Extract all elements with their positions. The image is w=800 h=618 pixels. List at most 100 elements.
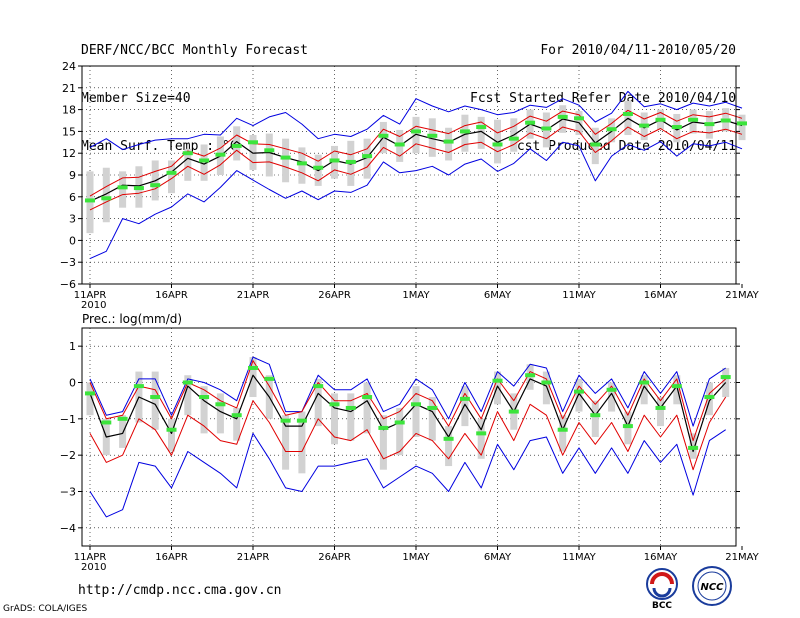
marker-point (117, 416, 128, 421)
spread-box (200, 144, 208, 181)
x-tick-label: 6MAY (484, 290, 512, 301)
spread-box (119, 415, 127, 448)
y-tick-label: 6 (69, 191, 76, 204)
marker-point (427, 133, 438, 138)
marker-point (492, 378, 503, 383)
spread-box (445, 426, 453, 467)
spread-box (347, 393, 355, 441)
marker-point (199, 395, 210, 400)
x-tick-label: 11MAY (562, 552, 596, 563)
marker-point (248, 365, 258, 370)
ncc-logo-text: NCC (700, 582, 724, 593)
spread-box (184, 375, 192, 416)
marker-point (150, 395, 161, 400)
spread-box (428, 397, 436, 441)
ensemble-mean-line (89, 374, 727, 453)
grads-credit: GrADS: COLA/IGES (3, 604, 88, 614)
spread-box (168, 160, 175, 194)
x-tick-label: 16APR (155, 552, 188, 563)
y-tick-label: 21 (62, 82, 76, 95)
y-tick-label: 9 (69, 169, 76, 182)
marker-point (590, 413, 601, 418)
y-tick-label: 1 (69, 340, 76, 353)
marker-point (166, 427, 177, 432)
footer-url[interactable]: http://cmdp.ncc.cma.gov.cn (78, 583, 282, 598)
inner-low-line (89, 396, 727, 471)
marker-point (85, 391, 95, 396)
x-tick-label: 21APR (237, 552, 270, 563)
marker-point (150, 183, 161, 188)
spread-box (494, 119, 501, 164)
x-year-label: 2010 (81, 562, 106, 573)
precip-panel-title: Prec.: log(mm/d) (82, 312, 182, 326)
marker-point (329, 402, 340, 407)
forecast-title: DERF/NCC/BCC Monthly Forecast (81, 43, 308, 58)
marker-point (117, 185, 128, 190)
spread-box (575, 378, 583, 412)
marker-point (133, 186, 144, 191)
marker-point (557, 427, 568, 432)
marker-point (459, 396, 470, 401)
marker-point (639, 380, 650, 385)
inner-low-line (89, 126, 743, 211)
marker-point (345, 405, 356, 410)
spread-box (184, 148, 192, 181)
marker-point (182, 151, 193, 156)
marker-point (427, 405, 438, 410)
marker-point (264, 148, 275, 153)
y-tick-label: −4 (60, 522, 76, 535)
spread-box (445, 127, 453, 161)
spread-box (200, 386, 208, 434)
y-tick-label: 12 (62, 147, 76, 160)
marker-point (199, 158, 210, 163)
marker-point (737, 121, 747, 126)
y-tick-label: −3 (60, 256, 76, 269)
marker-point (166, 170, 177, 175)
marker-point (362, 154, 373, 159)
ensemble-mean-line (89, 117, 743, 202)
marker-point (541, 380, 552, 385)
x-year-label: 2010 (81, 300, 106, 311)
y-tick-label: −2 (60, 449, 76, 462)
spread-box (233, 126, 241, 161)
bcc-logo-text: BCC (652, 601, 672, 610)
spread-box (542, 371, 550, 405)
logos: BCC NCC (646, 566, 732, 610)
marker-point (231, 143, 242, 148)
marker-point (720, 375, 731, 380)
marker-point (508, 136, 519, 141)
marker-point (655, 405, 666, 410)
spread-box (396, 407, 404, 456)
x-tick-label: 26APR (318, 552, 351, 563)
x-tick-label: 21APR (237, 290, 270, 301)
spread-box (608, 382, 616, 412)
spread-box (673, 375, 681, 405)
marker-point (101, 196, 112, 201)
x-tick-label: 1MAY (402, 290, 430, 301)
ncc-logo: NCC (692, 566, 732, 606)
spread-box (363, 382, 371, 434)
marker-point (704, 395, 715, 400)
marker-point (378, 425, 389, 430)
marker-point (688, 117, 699, 122)
marker-point (704, 122, 715, 127)
marker-point (394, 420, 405, 425)
y-tick-label: 0 (69, 234, 76, 247)
member-size: Member Size=40 (81, 91, 191, 106)
marker-point (215, 402, 226, 407)
marker-point (264, 376, 275, 381)
marker-point (313, 165, 324, 170)
marker-point (313, 384, 324, 389)
marker-point (492, 142, 503, 147)
forecast-period: For 2010/04/11-2010/05/20 (540, 43, 736, 58)
outer-low-line (89, 141, 743, 260)
spread-box (477, 418, 485, 459)
marker-point (362, 395, 373, 400)
spread-box (265, 133, 273, 177)
x-tick-label: 6MAY (484, 552, 512, 563)
marker-point (525, 373, 536, 378)
x-tick-label: 16MAY (644, 290, 678, 301)
x-tick-label: 21MAY (725, 552, 759, 563)
